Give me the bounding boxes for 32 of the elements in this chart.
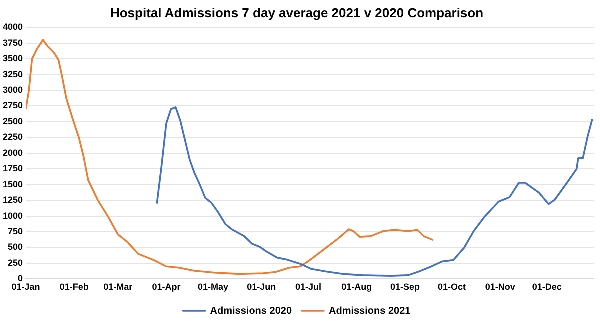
x-tick-label: 01-Jan [12, 282, 40, 292]
y-tick-label: 3500 [2, 54, 24, 64]
y-tick-label: 4000 [2, 22, 24, 32]
x-tick-label: 01-May [198, 282, 229, 292]
y-tick-label: 3000 [2, 84, 24, 95]
y-tick-label: 2000 [2, 148, 24, 158]
x-tick-label: 01-Jun [247, 282, 276, 292]
y-tick-label: 250 [8, 258, 24, 268]
x-tick-label: 01-Mar [104, 282, 134, 292]
chart-title: Hospital Admissions 7 day average 2021 v 2020 Comparison [110, 5, 484, 20]
y-tick-label: 1000 [2, 210, 24, 221]
x-tick-label: 01-Nov [485, 282, 516, 292]
y-tick-label: 1500 [2, 179, 24, 190]
y-tick-label: 3750 [2, 38, 24, 48]
y-tick-label: 2250 [2, 132, 24, 142]
legend-label: Admissions 2020 [210, 306, 292, 317]
x-tick-label: 01-Aug [342, 282, 372, 292]
y-tick-label: 1250 [2, 195, 24, 206]
x-tick-label: 01-Jul [295, 282, 322, 292]
y-tick-label: 2500 [2, 116, 24, 126]
x-tick-label: 01-Feb [60, 282, 90, 292]
y-tick-label: 2750 [2, 100, 24, 111]
x-tick-label: 01-Sep [390, 282, 420, 292]
y-tick-label: 0 [18, 274, 24, 284]
y-tick-label: 500 [8, 242, 24, 252]
y-tick-label: 750 [8, 226, 24, 237]
x-tick-label: 01-Apr [152, 282, 182, 292]
y-tick-label: 3250 [2, 69, 24, 80]
y-tick-label: 1750 [2, 164, 24, 174]
x-tick-label: 01-Oct [438, 282, 466, 292]
legend-label: Admissions 2021 [329, 306, 412, 317]
x-tick-label: 01-Dec [532, 282, 562, 292]
